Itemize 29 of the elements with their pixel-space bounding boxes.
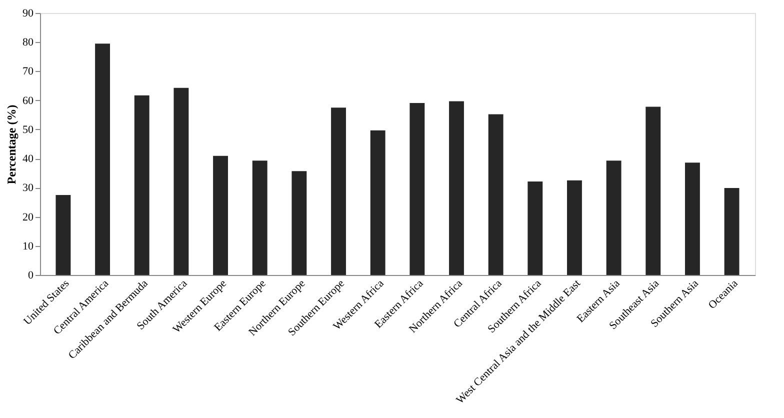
bar — [213, 156, 228, 275]
y-tick-label: 0 — [28, 270, 34, 282]
bar — [95, 44, 110, 275]
bar — [370, 130, 386, 275]
bar — [567, 180, 582, 275]
bar — [134, 95, 150, 275]
bar — [646, 106, 661, 275]
bar — [331, 108, 346, 275]
y-tick-label: 20 — [22, 211, 34, 224]
y-tick-label: 90 — [22, 8, 34, 20]
bar — [410, 102, 425, 275]
y-tick-label: 50 — [22, 124, 34, 136]
bar — [292, 171, 307, 275]
bar — [488, 114, 504, 275]
y-tick-label: 40 — [22, 153, 34, 166]
y-tick-label: 30 — [22, 182, 34, 194]
y-tick-label: 60 — [22, 94, 34, 107]
bar — [724, 188, 740, 275]
bar — [252, 160, 268, 275]
y-axis-title: Percentage (%) — [4, 104, 18, 184]
bar — [684, 162, 700, 275]
bar — [528, 182, 543, 275]
bar — [449, 101, 464, 275]
y-tick-label: 10 — [22, 240, 34, 252]
y-tick-label: 80 — [22, 36, 34, 49]
bar — [606, 160, 622, 275]
y-tick-label: 70 — [22, 66, 34, 78]
bar — [174, 88, 189, 275]
bar — [56, 194, 71, 275]
